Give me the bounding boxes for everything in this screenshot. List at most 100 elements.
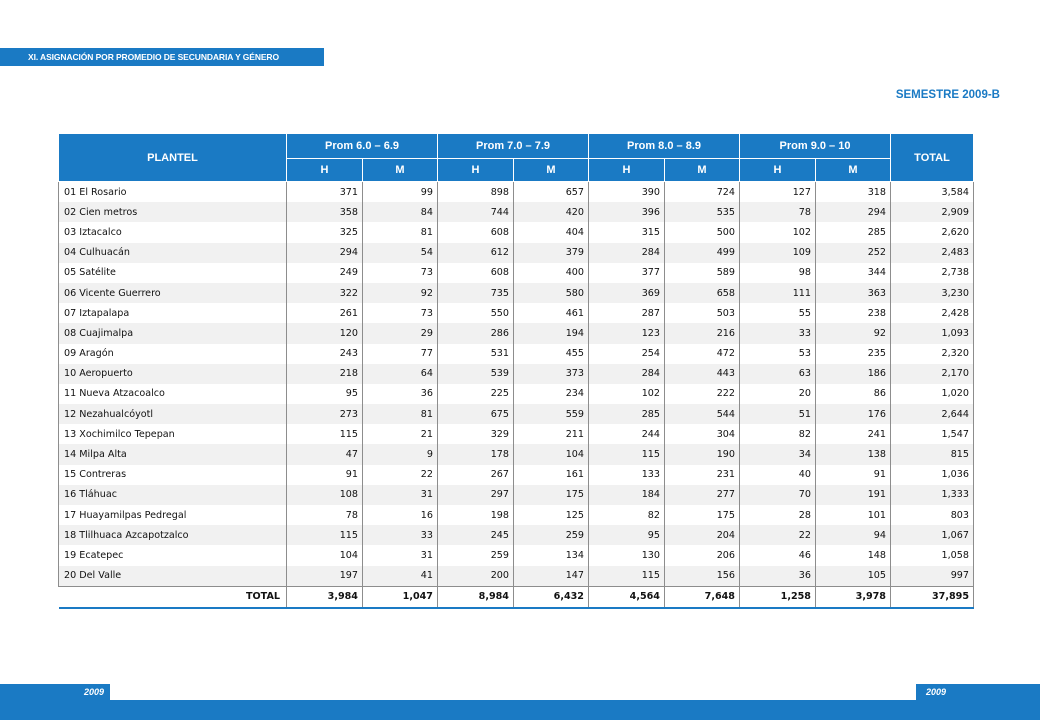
value-cell: 657	[513, 181, 589, 203]
row-total-cell: 3,584	[890, 181, 974, 203]
total-label: TOTAL	[58, 585, 287, 609]
value-cell: 81	[362, 404, 438, 425]
value-cell: 91	[286, 464, 363, 485]
plantel-name-cell: 08 Cuajimalpa	[58, 323, 287, 344]
value-cell: 322	[286, 282, 363, 304]
value-cell: 363	[815, 282, 891, 304]
value-cell: 22	[362, 464, 438, 485]
value-cell: 238	[815, 303, 891, 324]
value-cell: 95	[286, 383, 363, 405]
value-cell: 735	[437, 282, 514, 304]
value-cell: 254	[588, 343, 665, 364]
value-cell: 559	[513, 404, 589, 425]
value-cell: 105	[815, 565, 891, 587]
value-cell: 443	[664, 363, 740, 384]
value-cell: 92	[362, 282, 438, 304]
plantel-name-cell: 03 Iztacalco	[58, 222, 287, 243]
table-row: 01 El Rosario 371 99 898 657 390 724 127 318 3,58…	[58, 181, 974, 203]
footer-year-left: 2009	[0, 684, 110, 700]
value-cell: 133	[588, 464, 665, 485]
footer-bar	[0, 700, 1040, 720]
plantel-name-cell: 04 Culhuacán	[58, 242, 287, 263]
table-row: 03 Iztacalco 325 81 608 404 315 500 102 285 2,620	[58, 222, 974, 243]
value-cell: 284	[588, 363, 665, 384]
table-row: 14 Milpa Alta 47 9 178 104 115 190 34 138 815	[58, 444, 974, 465]
value-cell: 658	[664, 282, 740, 304]
value-cell: 294	[286, 242, 363, 263]
plantel-name-cell: 07 Iztapalapa	[58, 303, 287, 324]
value-cell: 244	[588, 424, 665, 445]
row-total-cell: 2,320	[890, 343, 974, 364]
table-row: 05 Satélite 249 73 608 400 377 589 98 344 2,738	[58, 262, 974, 283]
table-row: 11 Nueva Atzacoalco 95 36 225 234 102 222 20 86 1…	[58, 383, 974, 405]
value-cell: 104	[513, 444, 589, 465]
total-cell: 6,432	[513, 585, 589, 609]
table-row: 08 Cuajimalpa 120 29 286 194 123 216 33 92 1,093	[58, 323, 974, 344]
value-cell: 191	[815, 484, 891, 505]
value-cell: 109	[739, 242, 816, 263]
header-plantel: PLANTEL	[58, 133, 287, 182]
plantel-name-cell: 14 Milpa Alta	[58, 444, 287, 465]
value-cell: 33	[739, 323, 816, 344]
value-cell: 186	[815, 363, 891, 384]
row-total-cell: 2,620	[890, 222, 974, 243]
value-cell: 344	[815, 262, 891, 283]
value-cell: 285	[588, 404, 665, 425]
value-cell: 108	[286, 484, 363, 505]
plantel-name-cell: 01 El Rosario	[58, 181, 287, 203]
value-cell: 70	[739, 484, 816, 505]
row-total-cell: 1,547	[890, 424, 974, 445]
row-total-cell: 1,093	[890, 323, 974, 344]
value-cell: 54	[362, 242, 438, 263]
value-cell: 234	[513, 383, 589, 405]
value-cell: 204	[664, 525, 740, 546]
value-cell: 125	[513, 505, 589, 526]
header-sub-h: H	[588, 158, 665, 182]
value-cell: 55	[739, 303, 816, 324]
value-cell: 102	[588, 383, 665, 405]
value-cell: 369	[588, 282, 665, 304]
section-title: XI. ASIGNACIÓN POR PROMEDIO DE SECUNDARI…	[28, 52, 279, 62]
table-row: 10 Aeropuerto 218 64 539 373 284 443 63 186 2,170	[58, 363, 974, 384]
grand-total-cell: 37,895	[890, 585, 974, 609]
value-cell: 273	[286, 404, 363, 425]
value-cell: 78	[739, 202, 816, 223]
value-cell: 608	[437, 262, 514, 283]
total-row: TOTAL 3,984 1,047 8,984 6,432 4,564 7,64…	[58, 585, 974, 609]
value-cell: 285	[815, 222, 891, 243]
value-cell: 724	[664, 181, 740, 203]
value-cell: 127	[739, 181, 816, 203]
total-cell: 4,564	[588, 585, 665, 609]
value-cell: 73	[362, 303, 438, 324]
plantel-name-cell: 15 Contreras	[58, 464, 287, 485]
value-cell: 36	[362, 383, 438, 405]
value-cell: 898	[437, 181, 514, 203]
header-sub-h: H	[437, 158, 514, 182]
value-cell: 500	[664, 222, 740, 243]
value-cell: 404	[513, 222, 589, 243]
value-cell: 175	[664, 505, 740, 526]
row-total-cell: 2,738	[890, 262, 974, 283]
value-cell: 612	[437, 242, 514, 263]
value-cell: 101	[815, 505, 891, 526]
value-cell: 277	[664, 484, 740, 505]
header-sub-h: H	[286, 158, 363, 182]
header-sub-m: M	[362, 158, 438, 182]
total-cell: 1,258	[739, 585, 816, 609]
plantel-name-cell: 19 Ecatepec	[58, 545, 287, 566]
value-cell: 198	[437, 505, 514, 526]
value-cell: 261	[286, 303, 363, 324]
value-cell: 472	[664, 343, 740, 364]
row-total-cell: 1,067	[890, 525, 974, 546]
value-cell: 51	[739, 404, 816, 425]
value-cell: 373	[513, 363, 589, 384]
table-row: 09 Aragón 243 77 531 455 254 472 53 235 2,320	[58, 343, 974, 364]
value-cell: 115	[286, 424, 363, 445]
value-cell: 178	[437, 444, 514, 465]
row-total-cell: 815	[890, 444, 974, 465]
plantel-name-cell: 06 Vicente Guerrero	[58, 282, 287, 304]
header-sub-m: M	[513, 158, 589, 182]
value-cell: 99	[362, 181, 438, 203]
header-group-3: Prom 8.0 – 8.9	[588, 133, 740, 159]
value-cell: 115	[286, 525, 363, 546]
